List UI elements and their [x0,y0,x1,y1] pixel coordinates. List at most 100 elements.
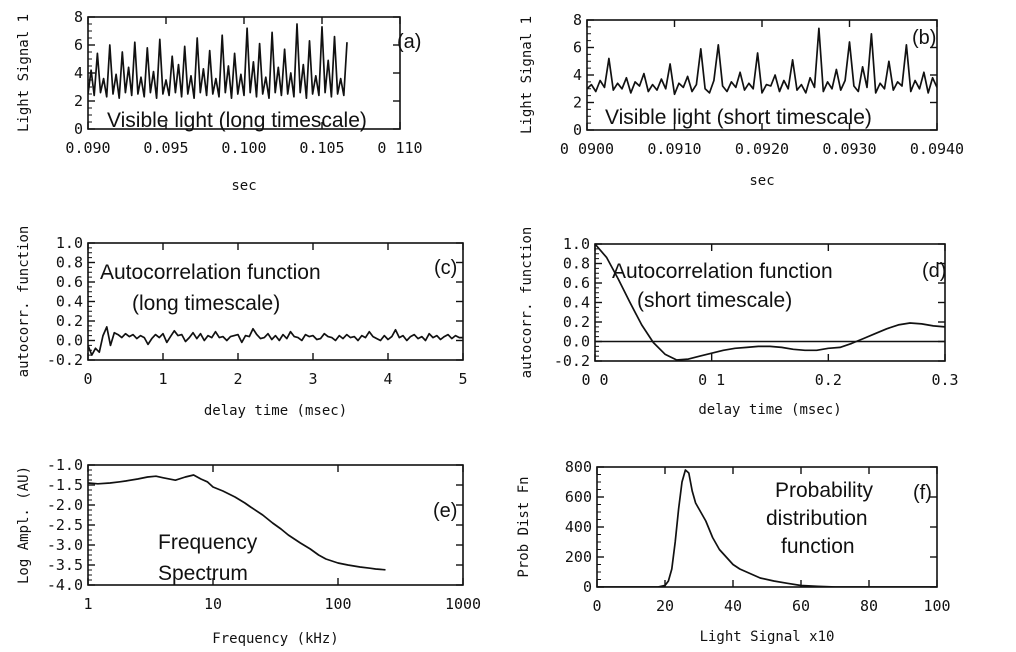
y-tick-label: -3.0 [47,536,83,554]
y-tick-label: 2 [74,92,83,110]
x-tick-label: 0.3 [931,371,958,389]
y-tick-label: 0 [74,120,83,138]
panel-c: -0.20.0 0.20.4 0.60.8 1.0 0 1 2 3 4 5 Autocorrelat… [16,226,468,419]
panel-label: (e) [433,500,457,522]
x-tick-label: 0.090 [65,139,110,157]
y-axis-label: autocorr. function [519,227,535,379]
y-tick-label: -1.0 [47,456,83,474]
panel-annotation: function [781,535,855,558]
panel-annotation: Autocorrelation function [612,260,833,283]
y-axis-label: Prob Dist Fn [516,476,532,577]
panel-a: 0 2 4 6 8 0.090 0.095 0.100 0.105 0 110 Visible li… [16,8,423,194]
y-tick-label: 800 [565,458,592,476]
y-tick-label: 6 [74,36,83,54]
x-tick-label: 100 [923,597,950,615]
y-tick-label: 0.8 [563,255,590,273]
y-tick-label: -2.5 [47,516,83,534]
x-tick-label: 0.0920 [735,140,789,158]
y-tick-label: 0 [573,121,582,139]
x-tick-label: 100 [324,595,351,613]
y-tick-label: 0.6 [563,274,590,292]
x-tick-label: 60 [792,597,810,615]
x-tick-label: 10 [204,595,222,613]
series-line [88,23,348,100]
panel-annotation: Visible light (short timescale) [605,106,872,129]
y-tick-label: 600 [565,488,592,506]
panel-b: 0 2 4 6 8 0 0900 0.0910 0.0920 0.0930 0.0940 Visib… [519,11,964,189]
x-tick-label: 0.100 [221,139,266,157]
panel-annotation: Probability [775,479,874,502]
panel-label: (a) [397,31,421,53]
series-line [595,244,945,361]
x-tick-label: 0 1 [698,371,725,389]
panel-label: (c) [434,257,457,279]
x-tick-label: 0 110 [377,139,422,157]
x-tick-label: 3 [308,370,317,388]
x-tick-label: 0.0930 [822,140,876,158]
y-tick-label: 6 [573,39,582,57]
x-tick-label: 1 [83,595,92,613]
y-tick-label: 4 [74,64,83,82]
x-tick-label: 80 [860,597,878,615]
y-tick-label: 8 [573,11,582,29]
y-tick-label: -0.2 [554,352,590,370]
x-tick-label: 0.095 [143,139,188,157]
panel-label: (f) [913,482,932,504]
y-tick-label: 0.0 [563,333,590,351]
y-tick-label: 0.2 [563,313,590,331]
x-tick-label: 0.0940 [910,140,964,158]
panel-e: -4.0 -3.5 -3.0 -2.5 -2.0 -1.5 -1.0 1 10 100 1000 Fr… [16,456,481,647]
x-tick-label: 0 0 [581,371,608,389]
y-tick-label: 8 [74,8,83,26]
y-axis-label: Light Signal 1 [519,16,535,134]
x-tick-label: 0.0910 [647,140,701,158]
y-tick-label: -1.5 [47,476,83,494]
x-axis-label: delay time (msec) [698,402,841,418]
y-axis-label: autocorr. function [16,226,32,378]
y-tick-label: 0.6 [56,273,83,291]
x-axis-label: sec [231,178,256,194]
y-tick-label: 1.0 [563,235,590,253]
x-axis-label: Frequency (kHz) [212,631,338,647]
x-tick-label: 20 [656,597,674,615]
x-tick-label: 40 [724,597,742,615]
y-tick-label: 1.0 [56,234,83,252]
panel-annotation: Frequency [158,531,258,554]
panel-annotation: (short timescale) [637,289,792,312]
panel-annotation: Visible light (long timescale) [107,109,367,132]
panel-annotation: Spectrum [158,562,248,585]
y-tick-label: -4.0 [47,576,83,594]
y-axis-label: Light Signal 1 [16,14,32,132]
x-tick-label: 1 [158,370,167,388]
panel-f: 0 200 400 600 800 0 20 40 60 80 100 Probability dist… [516,458,951,645]
x-tick-label: 0.105 [299,139,344,157]
x-tick-label: 0 [83,370,92,388]
y-tick-label: 2 [573,94,582,112]
panel-label: (d) [922,260,946,282]
x-tick-label: 1000 [445,595,481,613]
y-tick-label: 200 [565,548,592,566]
series-line [587,27,937,96]
y-tick-label: -0.2 [47,351,83,369]
x-axis-label: delay time (msec) [204,403,347,419]
y-tick-label: 0.8 [56,254,83,272]
x-axis-label: Light Signal x10 [700,629,835,645]
x-tick-label: 4 [383,370,392,388]
x-tick-label: 0 0900 [560,140,614,158]
series-line [88,474,386,571]
series-line [597,469,937,587]
y-tick-label: 0.4 [563,294,590,312]
y-tick-label: 0.0 [56,332,83,350]
y-tick-label: 4 [573,66,582,84]
x-tick-label: 5 [458,370,467,388]
x-tick-label: 0 [592,597,601,615]
series-line [88,326,463,356]
x-axis-label: sec [749,173,774,189]
x-tick-label: 0.2 [815,371,842,389]
panel-annotation: distribution [766,507,868,530]
y-tick-label: -3.5 [47,556,83,574]
y-tick-label: -2.0 [47,496,83,514]
panel-annotation: (long timescale) [132,292,280,315]
